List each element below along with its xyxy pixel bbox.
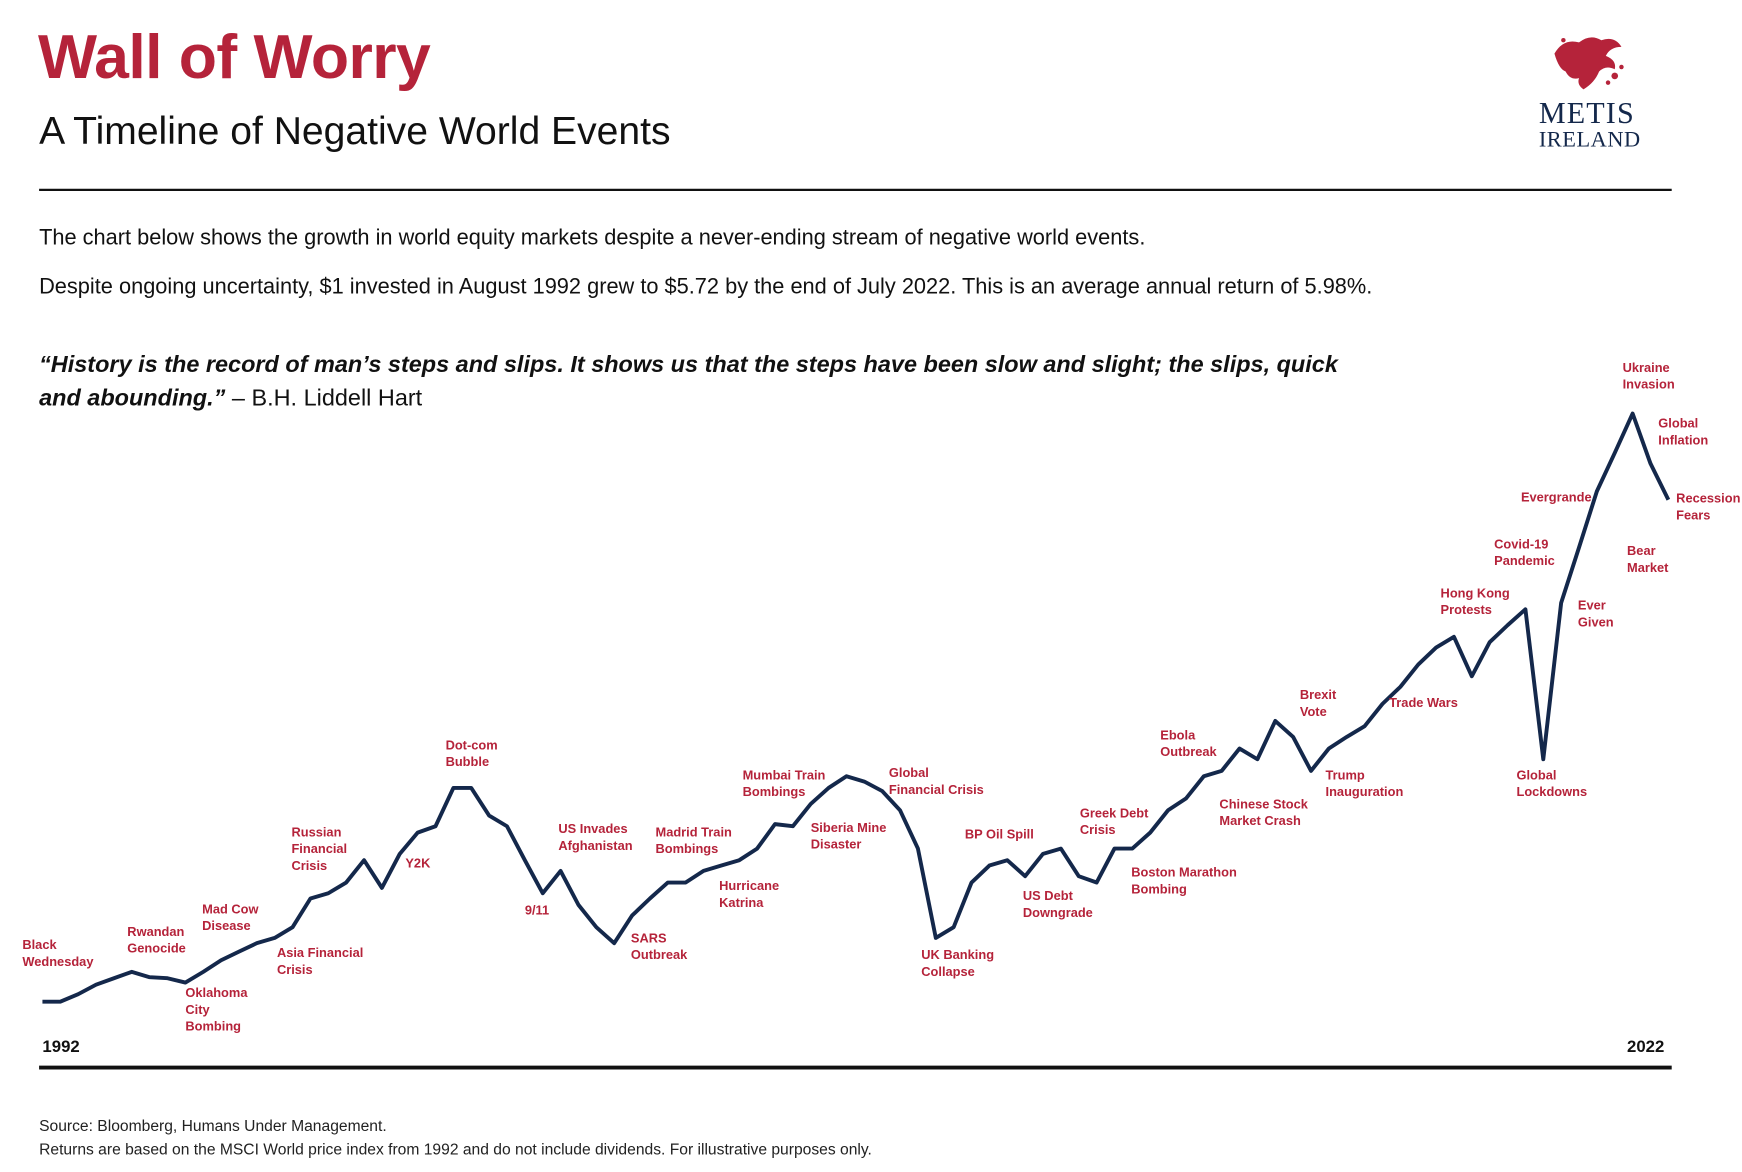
source-text: Source: Bloomberg, Humans Under Manageme… <box>39 1116 387 1135</box>
annotation: Ebola Outbreak <box>1160 729 1217 760</box>
subtitle: A Timeline of Negative World Events <box>39 109 671 153</box>
annotation: Ukraine Invasion <box>1622 361 1675 392</box>
annotation: Mumbai Train Bombings <box>742 769 826 800</box>
annotation: Asia Financial Crisis <box>276 946 364 978</box>
annotation: Oklahoma City Bombing <box>185 987 248 1035</box>
annotation: Russian Financial Crisis <box>291 826 348 874</box>
annotation: Trump Inauguration <box>1325 769 1404 800</box>
annotation: BP Oil Spill <box>964 828 1034 842</box>
annotation: Rwandan Genocide <box>127 925 186 956</box>
annotation: Bear Market <box>1627 544 1669 576</box>
logo-country: IRELAND <box>1538 127 1641 152</box>
title: Wall of Worry <box>37 21 431 92</box>
market-line <box>42 411 1671 1004</box>
annotation: Y2K <box>405 857 431 872</box>
annotation: Chinese Stock Market Crash <box>1219 798 1308 829</box>
source-text: Returns are based on the MSCI World pric… <box>39 1140 872 1159</box>
annotation: Hurricane Katrina <box>719 879 780 911</box>
intro-text: Despite ongoing uncertainty, $1 invested… <box>39 274 1373 300</box>
quote-text: “History is the record of man’s steps an… <box>39 351 1338 411</box>
annotation: Brexit Vote <box>1299 689 1337 720</box>
annotation: Mad Cow Disease <box>202 903 259 934</box>
annotation: Dot-com Bubble <box>445 739 498 770</box>
logo-mark <box>1554 37 1624 90</box>
quote-author: – B.H. Liddell Hart <box>231 385 423 411</box>
intro-text: The chart below shows the growth in worl… <box>39 225 1146 251</box>
annotation: UK Banking Collapse <box>921 949 995 980</box>
annotation: Siberia Mine Disaster <box>810 821 887 853</box>
annotation: Black Wednesday <box>22 939 94 970</box>
start-label: 1992 <box>42 1037 80 1057</box>
annotation: Evergrande <box>1520 491 1592 505</box>
annotation: US Invades Afghanistan <box>558 823 633 854</box>
annotation: Global Lockdowns <box>1516 769 1588 800</box>
annotation: SARS Outbreak <box>630 932 688 963</box>
annotation: Recession Fears <box>1676 492 1741 523</box>
annotation: Greek Debt Crisis <box>1079 807 1149 838</box>
annotation: Trade Wars <box>1389 696 1458 711</box>
annotation: Ever Given <box>1577 599 1614 630</box>
annotation: Hong Kong Protests <box>1440 587 1510 618</box>
annotation: Madrid Train Bombings <box>655 826 732 857</box>
annotation: Global Inflation <box>1658 417 1709 448</box>
annotation: Boston Marathon Bombing <box>1131 866 1237 897</box>
end-label: 2022 <box>1627 1037 1665 1057</box>
annotation: 9/11 <box>524 904 550 918</box>
annotation: Covid-19 Pandemic <box>1494 538 1555 569</box>
annotation: US Debt Downgrade <box>1022 890 1093 921</box>
quote: “History is the record of man’s steps an… <box>39 348 1379 415</box>
logo-name: METIS <box>1538 96 1635 130</box>
annotation: Global Financial Crisis <box>888 767 984 798</box>
